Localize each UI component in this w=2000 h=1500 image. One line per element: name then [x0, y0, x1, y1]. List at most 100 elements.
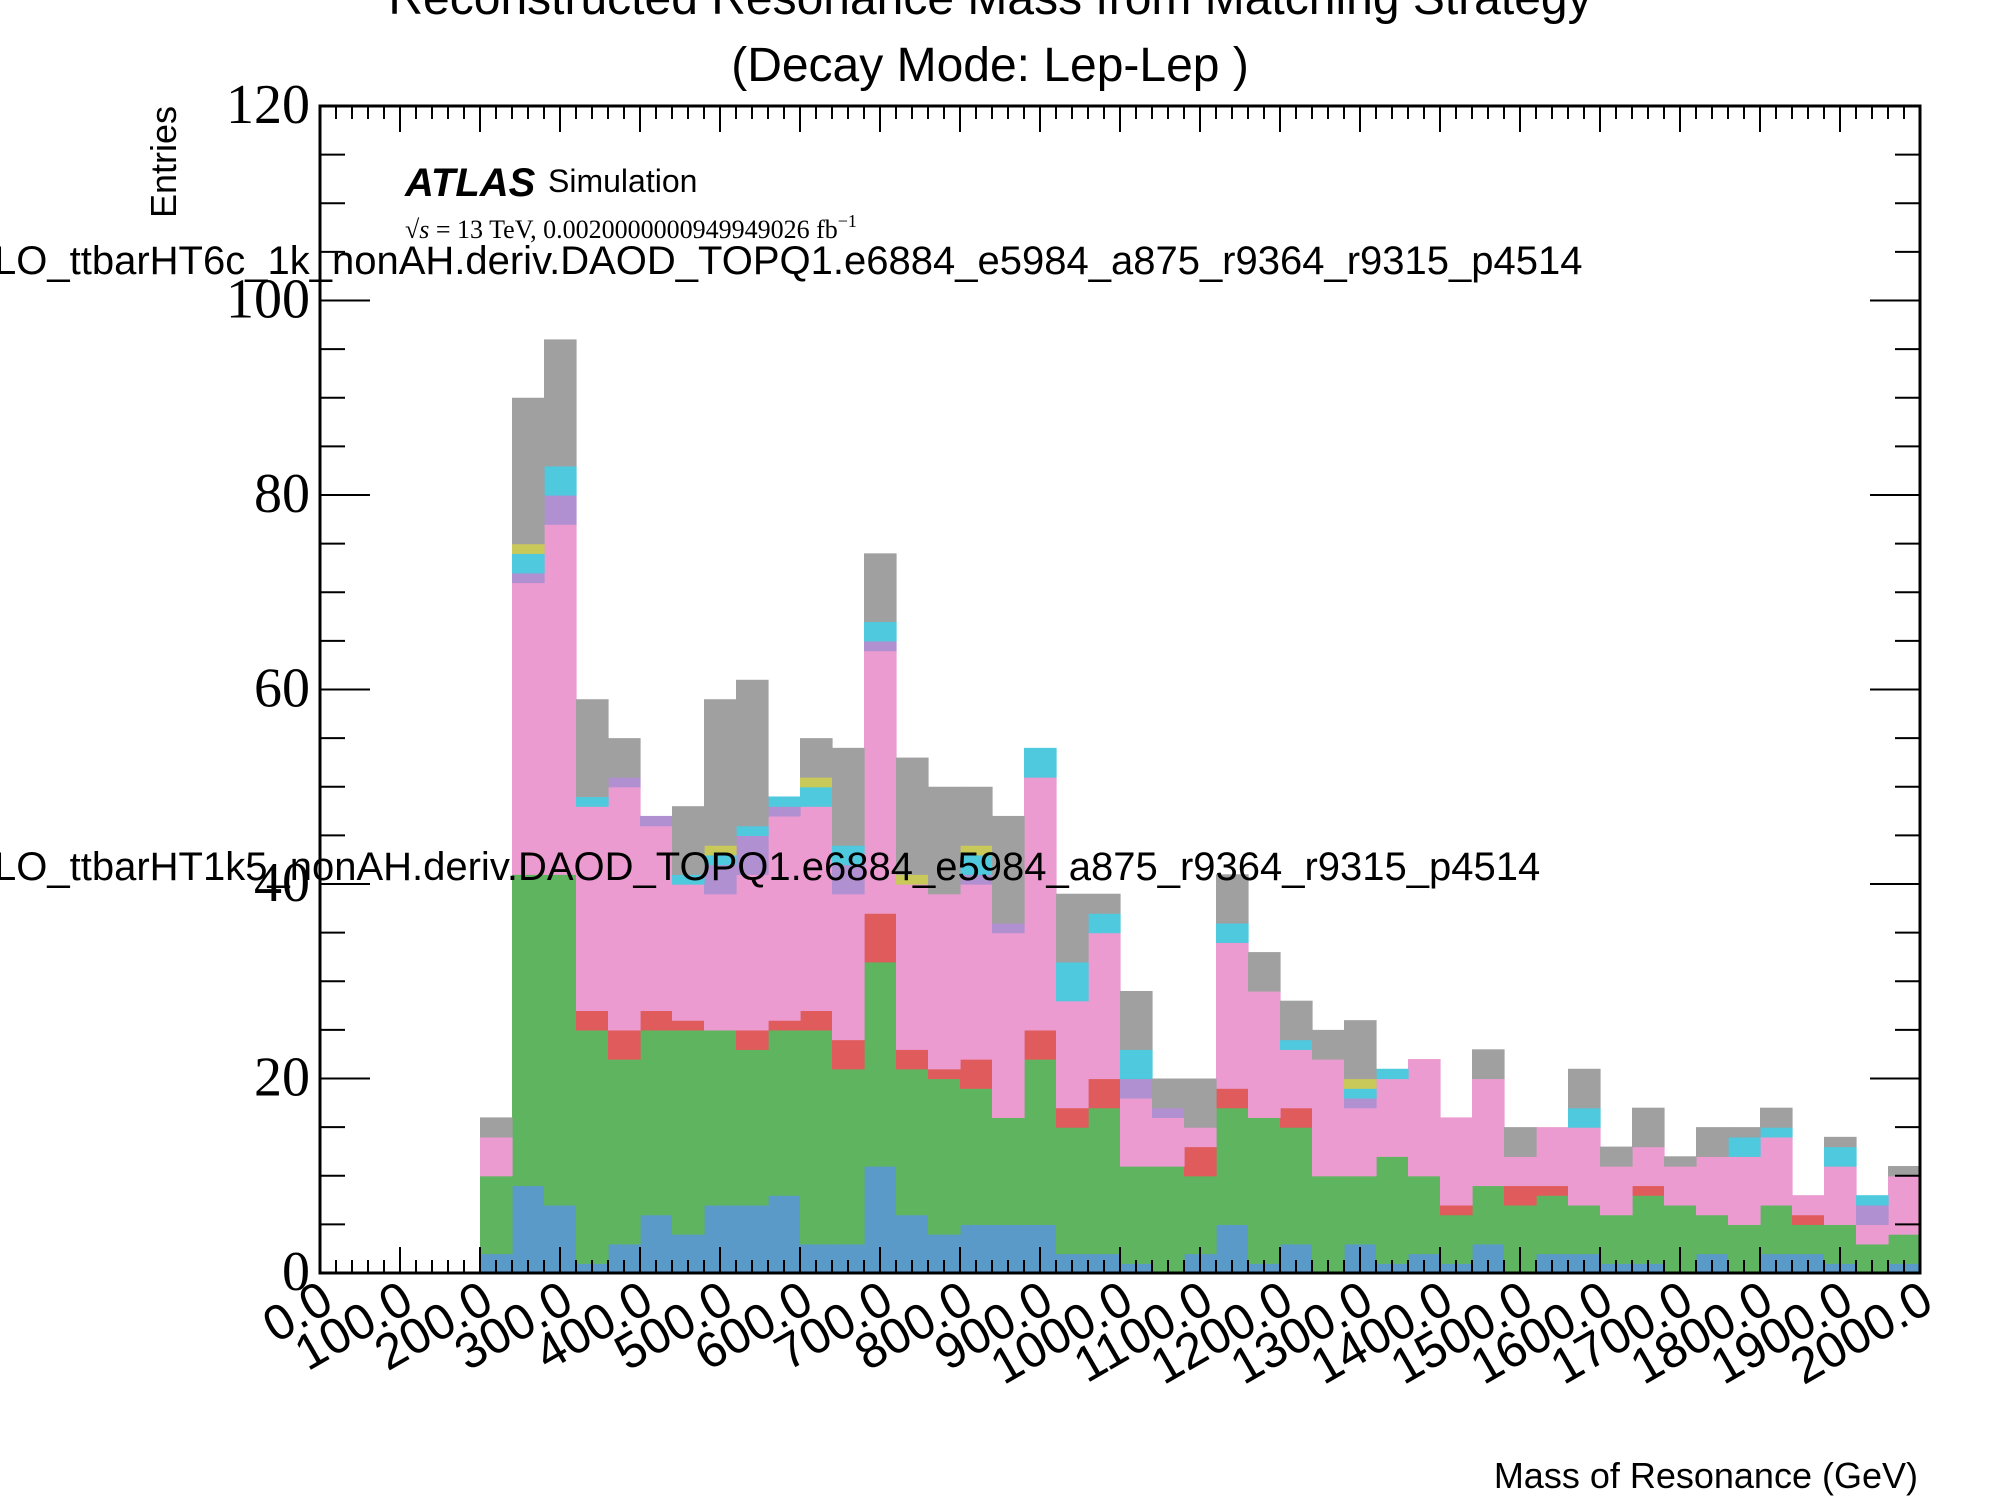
- bar-red-bin-19: [928, 1068, 961, 1080]
- bar-pink-bin-45: [1760, 1136, 1793, 1206]
- bar-pink-bin-24: [1088, 932, 1121, 1080]
- bar-purple-bin-25: [1120, 1078, 1153, 1099]
- bar-green-bin-32: [1344, 1175, 1377, 1245]
- bar-red-bin-27: [1184, 1146, 1217, 1177]
- bar-green-bin-22: [1024, 1059, 1057, 1225]
- axis-ticks: [319, 105, 1921, 1274]
- y-tick-label: 40: [254, 852, 310, 914]
- bar-pink-bin-15: [800, 806, 833, 1012]
- bar-red-bin-17: [864, 913, 897, 963]
- bar-green-bin-9: [608, 1059, 641, 1245]
- y-tick-label: 100: [226, 269, 310, 331]
- bar-green-bin-29: [1248, 1117, 1281, 1264]
- x-tick-labels: 0.0100.0200.0300.0400.0500.0600.0700.080…: [253, 1270, 1941, 1395]
- bar-gray-bin-47: [1824, 1136, 1857, 1148]
- bar-olive-bin-20: [960, 845, 993, 856]
- bar-red-bin-13: [736, 1029, 769, 1050]
- bar-cyan-bin-11: [672, 874, 705, 885]
- y-tick-labels: 0 20 40 60 80 100 120: [226, 74, 310, 1303]
- bar-purple-bin-20: [960, 874, 993, 885]
- bar-pink-bin-23: [1056, 1000, 1089, 1109]
- bar-purple-bin-10: [640, 815, 673, 827]
- bar-purple-bin-12: [704, 864, 737, 895]
- bar-green-bin-14: [768, 1029, 801, 1196]
- bar-pink-bin-39: [1568, 1127, 1601, 1206]
- bar-pink-bin-35: [1440, 1117, 1473, 1206]
- bar-cyan-bin-44: [1728, 1136, 1761, 1157]
- bar-purple-bin-21: [992, 922, 1025, 934]
- bar-red-bin-23: [1056, 1107, 1089, 1128]
- bar-pink-bin-13: [736, 874, 769, 1031]
- bar-green-bin-13: [736, 1049, 769, 1206]
- bar-green-bin-16: [832, 1068, 865, 1245]
- bar-pink-bin-19: [928, 893, 961, 1070]
- bar-gray-bin-18: [896, 757, 929, 875]
- bar-gray-bin-6: [512, 397, 545, 545]
- bar-gray-bin-41: [1632, 1107, 1665, 1148]
- bar-pink-bin-6: [512, 582, 545, 875]
- bar-olive-bin-15: [800, 777, 833, 788]
- bar-green-bin-19: [928, 1078, 961, 1235]
- chart-title: Reconstructed Resonance Mass from Matchi…: [388, 0, 1591, 25]
- bar-gray-bin-23: [1056, 893, 1089, 963]
- bar-cyan-bin-24: [1088, 913, 1121, 934]
- bar-olive-bin-18: [896, 874, 929, 885]
- bar-pink-bin-14: [768, 815, 801, 1021]
- bar-green-bin-49: [1888, 1234, 1921, 1264]
- bar-red-bin-46: [1792, 1214, 1825, 1225]
- bar-red-bin-18: [896, 1049, 929, 1070]
- bar-olive-bin-32: [1344, 1078, 1377, 1089]
- bar-pink-bin-7: [544, 524, 577, 875]
- bar-green-bin-43: [1696, 1214, 1729, 1255]
- bar-gray-bin-19: [928, 786, 961, 895]
- bar-cyan-bin-23: [1056, 961, 1089, 1002]
- bar-gray-bin-31: [1312, 1029, 1345, 1060]
- y-tick-label: 80: [254, 463, 310, 525]
- y-tick-label: 120: [226, 74, 310, 136]
- bar-green-bin-5: [480, 1175, 513, 1255]
- bar-gray-bin-12: [704, 699, 737, 846]
- atlas-label-text: ATLAS: [404, 161, 536, 205]
- bar-gray-bin-44: [1728, 1127, 1761, 1138]
- bar-gray-bin-25: [1120, 990, 1153, 1050]
- bar-green-bin-38: [1536, 1195, 1569, 1255]
- bar-pink-bin-29: [1248, 990, 1281, 1119]
- bar-red-bin-24: [1088, 1078, 1121, 1109]
- bar-purple-bin-48: [1856, 1204, 1889, 1225]
- bar-purple-bin-17: [864, 640, 897, 652]
- bar-cyan-bin-32: [1344, 1088, 1377, 1099]
- bar-pink-bin-18: [896, 884, 929, 1050]
- bar-gray-bin-36: [1472, 1049, 1505, 1080]
- bar-gray-bin-42: [1664, 1156, 1697, 1167]
- bar-red-bin-37: [1504, 1185, 1537, 1206]
- bar-green-bin-41: [1632, 1195, 1665, 1264]
- bar-pink-bin-21: [992, 932, 1025, 1119]
- bar-gray-bin-17: [864, 553, 897, 623]
- bar-gray-bin-28: [1216, 874, 1249, 924]
- plot-frame: [318, 104, 1922, 1275]
- bar-pink-bin-10: [640, 825, 673, 1012]
- bar-green-bin-15: [800, 1029, 833, 1245]
- bar-purple-bin-32: [1344, 1097, 1377, 1109]
- bar-cyan-bin-17: [864, 621, 897, 642]
- bar-green-bin-26: [1152, 1166, 1185, 1274]
- bar-green-bin-21: [992, 1117, 1025, 1225]
- bar-cyan-bin-16: [832, 845, 865, 866]
- bar-cyan-bin-14: [768, 796, 801, 807]
- bar-cyan-bin-25: [1120, 1049, 1153, 1080]
- atlas-sublabel-text: Simulation: [548, 163, 697, 199]
- bar-pink-bin-27: [1184, 1127, 1217, 1148]
- bar-pink-bin-9: [608, 786, 641, 1031]
- bar-cyan-bin-47: [1824, 1146, 1857, 1167]
- bar-red-bin-35: [1440, 1204, 1473, 1216]
- bar-pink-bin-22: [1024, 777, 1057, 1031]
- lumi-exp: −1: [838, 211, 857, 231]
- bar-pink-bin-42: [1664, 1166, 1697, 1206]
- bar-pink-bin-46: [1792, 1195, 1825, 1216]
- bar-purple-bin-6: [512, 572, 545, 584]
- bar-gray-bin-20: [960, 786, 993, 846]
- bar-red-bin-20: [960, 1059, 993, 1089]
- bar-red-bin-10: [640, 1010, 673, 1031]
- sample-annotation-1: LO_ttbarHT6c_1k_nonAH.deriv.DAOD_TOPQ1.e…: [0, 239, 1583, 283]
